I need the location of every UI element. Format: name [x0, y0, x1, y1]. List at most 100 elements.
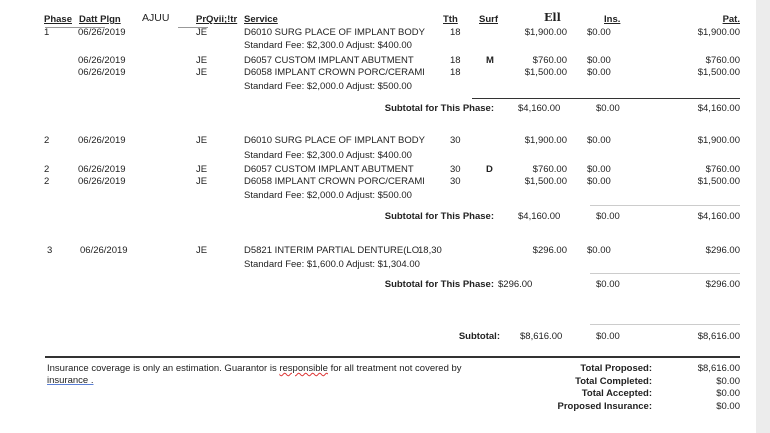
phase-subtotal-ins: $0.00: [596, 211, 620, 222]
disclaimer-word: responsible: [279, 363, 328, 374]
standard-fee-note: Standard Fee: $2,300.0 Adjust: $400.00: [244, 40, 412, 51]
patient-amount: $760.00: [705, 55, 740, 66]
header-service: Service: [244, 14, 278, 25]
standard-fee-note: Standard Fee: $2,000.0 Adjust: $500.00: [244, 190, 412, 201]
total-label: Total Proposed:: [580, 363, 652, 374]
total-value: $8,616.00: [697, 363, 740, 374]
header-tooth: Tth: [443, 14, 458, 25]
tooth-number: 18,30: [418, 245, 442, 256]
subtotal-rule: [472, 98, 740, 99]
service-date: 06/26/2019: [78, 27, 126, 38]
service-date: 06/26/2019: [78, 164, 126, 175]
scrollbar[interactable]: [756, 0, 770, 433]
service-description: D6057 CUSTOM IMPLANT ABUTMENT: [244, 164, 414, 175]
fee-amount: $1,500.00: [524, 176, 567, 187]
surface: D: [486, 164, 493, 175]
insurance-amount: $0.00: [587, 55, 611, 66]
service-date: 06/26/2019: [78, 55, 126, 66]
grand-subtotal-fee: $8,616.00: [520, 331, 563, 342]
total-label: Total Accepted:: [581, 388, 652, 400]
service-description: D6010 SURG PLACE OF IMPLANT BODY: [244, 27, 425, 38]
phase-subtotal-ins: $0.00: [596, 279, 620, 290]
patient-amount: $296.00: [705, 245, 740, 256]
grand-subtotal-label: Subtotal:: [458, 331, 500, 342]
disclaimer-text: Insurance coverage is only an estimation…: [47, 363, 462, 374]
total-label: Proposed Insurance:: [557, 401, 653, 413]
phase-subtotal-label: Subtotal for This Phase:: [384, 279, 494, 290]
service-date: 06/26/2019: [78, 135, 126, 146]
service-description: D5821 INTERIM PARTIAL DENTURE(LO: [244, 245, 420, 256]
footer-divider: [45, 356, 740, 358]
fee-amount: $1,900.00: [524, 27, 567, 38]
grand-subtotal-ins: $0.00: [596, 331, 620, 342]
header-surf: Surf: [479, 14, 498, 25]
phase-subtotal-label: Subtotal for This Phase:: [384, 103, 494, 114]
fee-amount: $760.00: [532, 55, 567, 66]
header-ins: Ins.: [604, 14, 621, 25]
header-provider: PrQvii;!tr: [196, 14, 238, 25]
provider: JE: [196, 164, 208, 175]
insurance-amount: $0.00: [587, 27, 611, 38]
subtotal-rule: [590, 324, 740, 325]
standard-fee-note: Standard Fee: $2,000.0 Adjust: $500.00: [244, 81, 412, 92]
tooth-number: 30: [450, 135, 461, 146]
surface: M: [486, 55, 494, 66]
header-extra: AJUU: [142, 12, 170, 24]
total-value: $0.00: [716, 375, 740, 387]
insurance-amount: $0.00: [587, 176, 611, 187]
provider: JE: [196, 67, 208, 78]
service-description: D6057 CUSTOM IMPLANT ABUTMENT: [244, 55, 414, 66]
tooth-number: 18: [450, 27, 461, 38]
service-description: D6058 IMPLANT CROWN PORC/CERAMI: [244, 176, 425, 187]
insurance-amount: $0.00: [587, 245, 611, 256]
total-label: Total Completed:: [575, 375, 652, 387]
phase-number: 2: [44, 164, 50, 175]
insurance-amount: $0.00: [587, 164, 611, 175]
grand-subtotal-pat: $8,616.00: [697, 331, 740, 342]
patient-amount: $1,500.00: [697, 176, 740, 187]
phase-subtotal-fee: $4,160.00: [518, 103, 561, 114]
phase-number: 1: [44, 27, 50, 38]
patient-amount: $760.00: [705, 164, 740, 175]
standard-fee-note: Standard Fee: $1,600.0 Adjust: $1,304.00: [244, 259, 420, 270]
fee-amount: $1,500.00: [524, 67, 567, 78]
disclaimer-part: for all treatment not covered by: [327, 363, 462, 374]
service-description: D6058 IMPLANT CROWN PORC/CERAMI: [244, 67, 425, 78]
header-rule: [45, 27, 105, 28]
provider: JE: [196, 135, 208, 146]
phase-subtotal-pat: $296.00: [705, 279, 740, 290]
service-date: 06/26/2019: [78, 67, 126, 78]
fee-amount: $296.00: [532, 245, 567, 256]
fee-amount: $760.00: [532, 164, 567, 175]
standard-fee-note: Standard Fee: $2,300.0 Adjust: $400.00: [244, 150, 412, 161]
phase-subtotal-label: Subtotal for This Phase:: [384, 211, 494, 222]
patient-amount: $1,900.00: [697, 27, 740, 38]
tooth-number: 30: [450, 164, 461, 175]
header-date: Datt Plgn: [79, 14, 121, 25]
service-date: 06/26/2019: [78, 176, 126, 187]
subtotal-rule: [590, 273, 740, 274]
patient-amount: $1,900.00: [697, 135, 740, 146]
provider: JE: [196, 245, 208, 256]
disclaimer-line2: insurance .: [47, 375, 94, 386]
provider: JE: [196, 55, 208, 66]
phase-number: 3: [47, 245, 53, 256]
insurance-amount: $0.00: [587, 67, 611, 78]
service-date: 06/26/2019: [80, 245, 128, 256]
insurance-amount: $0.00: [587, 135, 611, 146]
disclaimer-part: Insurance coverage is only an estimation…: [47, 363, 280, 374]
header-pat: Pat.: [722, 14, 740, 25]
phase-subtotal-fee: $4,160.00: [518, 211, 561, 222]
phase-subtotal-fee: $296.00: [498, 279, 533, 290]
tooth-number: 18: [450, 55, 461, 66]
subtotal-rule: [590, 205, 740, 206]
fee-amount: $1,900.00: [524, 135, 567, 146]
phase-subtotal-ins: $0.00: [596, 103, 620, 114]
provider: JE: [196, 176, 208, 187]
phase-subtotal-pat: $4,160.00: [697, 211, 740, 222]
total-value: $0.00: [716, 388, 740, 400]
header-rule: [178, 27, 208, 28]
service-description: D6010 SURG PLACE OF IMPLANT BODY: [244, 135, 425, 146]
provider: JE: [196, 27, 208, 38]
patient-amount: $1,500.00: [697, 67, 740, 78]
